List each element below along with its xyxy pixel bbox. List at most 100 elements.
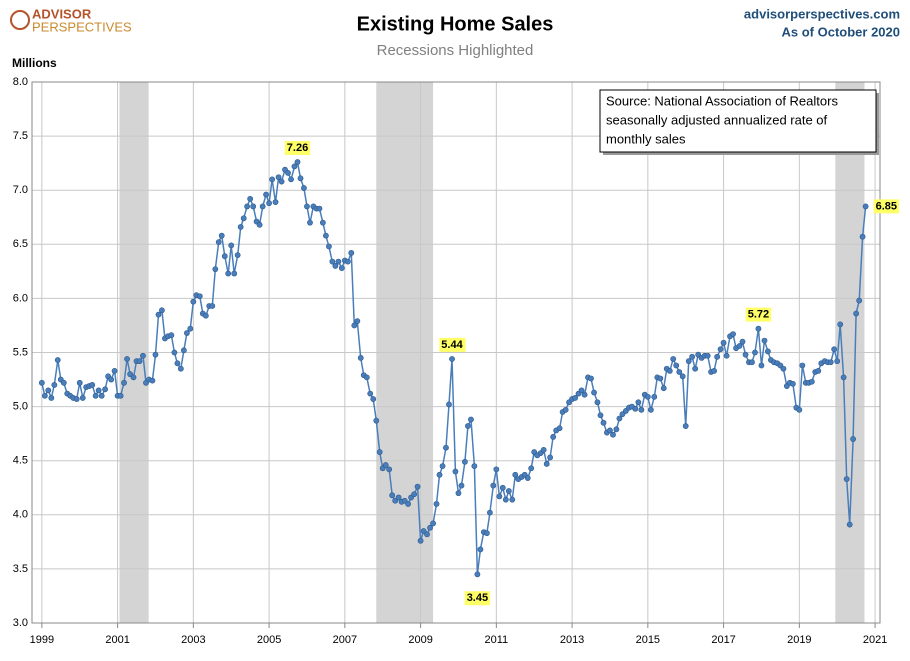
data-point [711,367,718,374]
data-label: 5.72 [748,309,769,321]
x-tick-label: 2017 [711,634,735,646]
logo-mark [10,10,30,30]
data-point [278,178,285,185]
data-point [136,358,143,365]
data-point [600,419,607,426]
data-point [354,318,361,325]
data-point [111,367,118,374]
data-label: 3.45 [467,592,488,604]
y-tick-label: 3.5 [13,563,28,575]
data-point [250,203,257,210]
data-point [89,382,96,388]
as-of: As of October 2020 [782,24,901,39]
data-point [704,352,711,359]
data-point [597,412,604,419]
data-point [486,509,493,516]
data-point [540,446,547,453]
data-point [458,482,465,489]
data-point [452,468,459,475]
data-point [291,163,298,170]
data-point [319,219,326,226]
data-point [221,253,228,260]
data-label: 7.26 [287,142,308,154]
data-point [730,331,736,338]
data-point [502,496,509,503]
note-box [599,89,877,153]
data-point [736,343,743,349]
data-point [363,374,370,381]
data-point [228,242,235,249]
note-text: monthly sales [606,131,686,146]
data-point [411,491,418,498]
data-point [231,270,238,277]
data-point [307,219,313,226]
data-point [673,362,680,369]
data-label: 6.85 [876,200,897,212]
data-point [594,399,601,406]
data-point [483,530,490,537]
x-tick-label: 2005 [257,634,281,646]
data-point [714,353,721,360]
data-point [505,488,512,494]
data-point [490,482,497,489]
data-point [348,250,355,256]
site: advisorperspectives.com [744,6,900,21]
data-point [468,416,474,423]
data-point [95,387,102,394]
x-tick-label: 2019 [787,634,811,646]
data-label-group: 5.72 [745,307,772,322]
data-point [749,359,755,366]
data-point [840,374,847,381]
x-tick-label: 2003 [181,634,205,646]
data-point [644,393,651,400]
data-point [259,203,266,210]
data-point [190,298,197,305]
data-label-bg [439,337,466,352]
data-point [815,367,822,374]
data-point [578,387,585,394]
data-point [79,395,86,401]
data-point [196,293,203,300]
data-label-group: 5.44 [439,337,466,352]
data-point [45,387,52,394]
data-point [102,386,108,393]
data-point [329,258,336,265]
data-point [436,471,443,478]
data-point [499,484,506,491]
data-point [846,521,853,528]
y-tick-label: 5.0 [13,401,28,413]
data-point [752,349,758,356]
y-tick-label: 3.0 [13,617,28,629]
data-point [234,252,241,259]
data-point [632,405,639,412]
data-point [288,176,294,183]
data-point [48,395,55,401]
x-tick-label: 2009 [408,634,432,646]
data-point [121,379,127,386]
data-point [689,353,696,360]
data-point [471,463,478,470]
data-point [414,483,421,490]
data-point [758,362,765,369]
plot-frame [31,81,881,624]
data-point [512,471,519,478]
data-point [837,321,844,328]
data-point [174,360,181,367]
data-label-bg [464,591,491,606]
data-point [433,501,440,507]
data-point [367,390,374,397]
data-point [159,307,165,314]
data-point [638,406,645,413]
data-point [247,195,254,202]
data-point [477,546,484,553]
data-point [237,224,244,230]
data-point [789,380,796,387]
logo-text: PERSPECTIVES [32,19,132,34]
data-point [682,423,689,429]
data-point [780,365,787,372]
data-point [326,243,332,250]
data-point [679,373,686,380]
data-point [543,461,550,467]
data-point [474,571,481,578]
data-point [808,378,815,385]
